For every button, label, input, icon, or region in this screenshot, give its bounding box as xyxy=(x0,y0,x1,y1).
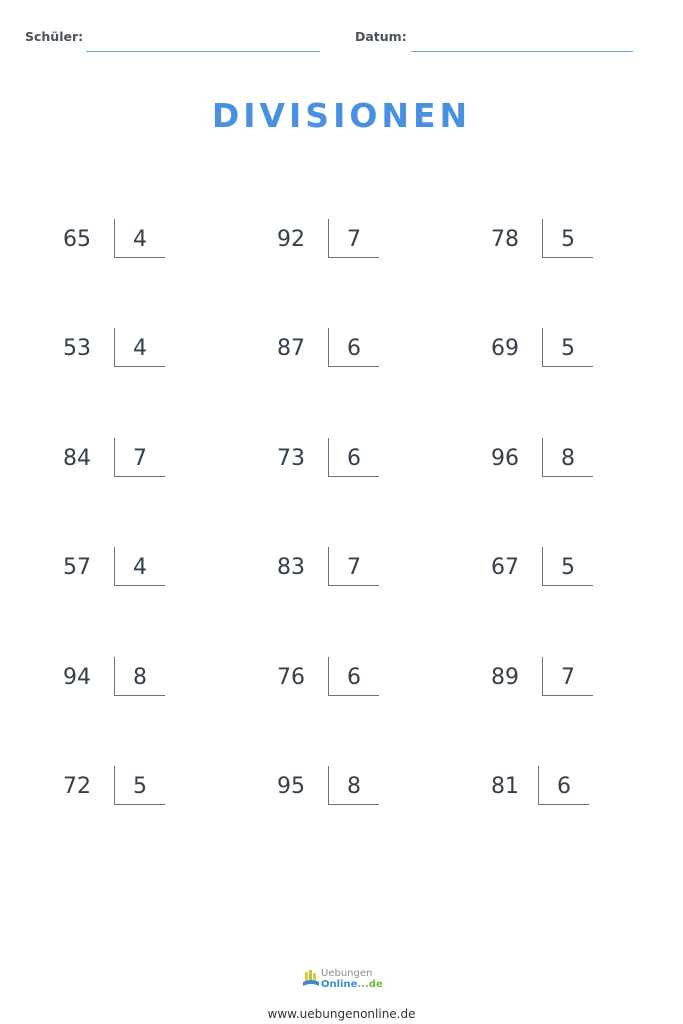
divisor: 5 xyxy=(561,227,575,252)
divisor: 6 xyxy=(347,336,361,361)
division-bracket xyxy=(328,657,379,696)
dividend: 67 xyxy=(491,555,519,580)
division-bracket xyxy=(542,438,593,477)
division-bracket xyxy=(542,657,593,696)
dividend: 87 xyxy=(277,336,305,361)
dividend: 65 xyxy=(63,227,91,252)
division-problem: 57 4 xyxy=(63,547,183,589)
divisor: 6 xyxy=(347,665,361,690)
divisor: 6 xyxy=(557,774,571,799)
division-problem: 83 7 xyxy=(277,547,397,589)
dividend: 89 xyxy=(491,665,519,690)
division-bracket xyxy=(542,328,593,367)
division-problem: 78 5 xyxy=(491,219,611,261)
page-title: DIVISIONEN xyxy=(211,96,472,135)
dividend: 76 xyxy=(277,665,305,690)
divisor: 4 xyxy=(133,555,147,580)
dividend: 94 xyxy=(63,665,91,690)
division-problem: 94 8 xyxy=(63,657,183,699)
division-bracket xyxy=(542,547,593,586)
dividend: 57 xyxy=(63,555,91,580)
dividend: 69 xyxy=(491,336,519,361)
dividend: 83 xyxy=(277,555,305,580)
divisor: 8 xyxy=(347,774,361,799)
division-problem: 73 6 xyxy=(277,438,397,480)
division-bracket xyxy=(328,219,379,258)
dividend: 92 xyxy=(277,227,305,252)
divisor: 4 xyxy=(133,336,147,361)
division-problem: 67 5 xyxy=(491,547,611,589)
date-label: Datum: xyxy=(355,29,407,44)
divisor: 7 xyxy=(347,555,361,580)
divisor: 7 xyxy=(561,665,575,690)
student-name-line[interactable] xyxy=(86,51,320,52)
divisor: 5 xyxy=(133,774,147,799)
website-url[interactable]: www.uebungenonline.de xyxy=(267,1007,416,1021)
dividend: 96 xyxy=(491,446,519,471)
divisor: 4 xyxy=(133,227,147,252)
division-bracket xyxy=(542,219,593,258)
divisor: 8 xyxy=(561,446,575,471)
division-problem: 96 8 xyxy=(491,438,611,480)
dividend: 73 xyxy=(277,446,305,471)
division-bracket xyxy=(114,657,165,696)
division-bracket xyxy=(114,438,165,477)
dividend: 95 xyxy=(277,774,305,799)
division-bracket xyxy=(114,328,165,367)
date-line[interactable] xyxy=(411,51,633,52)
division-bracket xyxy=(114,219,165,258)
division-bracket xyxy=(114,766,165,805)
dividend: 81 xyxy=(491,774,519,799)
divisor: 8 xyxy=(133,665,147,690)
division-bracket xyxy=(114,547,165,586)
dividend: 78 xyxy=(491,227,519,252)
division-problem: 69 5 xyxy=(491,328,611,370)
division-problem: 65 4 xyxy=(63,219,183,261)
dividend: 72 xyxy=(63,774,91,799)
divisor: 7 xyxy=(133,446,147,471)
division-bracket xyxy=(328,328,379,367)
dividend: 84 xyxy=(63,446,91,471)
division-bracket xyxy=(328,766,379,805)
division-problem: 87 6 xyxy=(277,328,397,370)
division-problem: 76 6 xyxy=(277,657,397,699)
book-icon xyxy=(303,970,319,986)
divisor: 7 xyxy=(347,227,361,252)
division-problem: 95 8 xyxy=(277,766,397,808)
division-problem: 92 7 xyxy=(277,219,397,261)
division-problem: 84 7 xyxy=(63,438,183,480)
division-problem: 81 6 xyxy=(491,766,611,808)
division-problem: 53 4 xyxy=(63,328,183,370)
student-label: Schüler: xyxy=(25,29,84,44)
dividend: 53 xyxy=(63,336,91,361)
division-bracket xyxy=(328,438,379,477)
division-bracket xyxy=(538,766,589,805)
division-problem: 89 7 xyxy=(491,657,611,699)
divisor: 5 xyxy=(561,555,575,580)
division-problem: 72 5 xyxy=(63,766,183,808)
division-bracket xyxy=(328,547,379,586)
divisor: 5 xyxy=(561,336,575,361)
logo: Uebungen Online...de xyxy=(303,968,383,992)
divisor: 6 xyxy=(347,446,361,471)
